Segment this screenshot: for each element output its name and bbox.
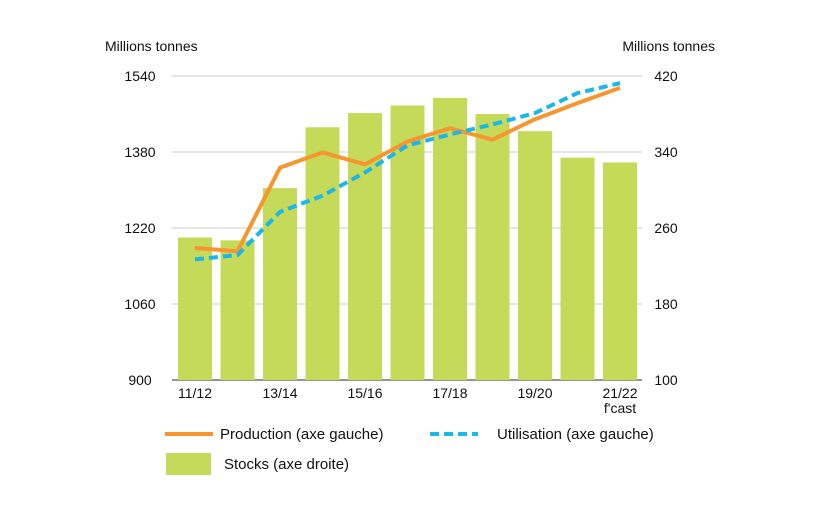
right-tick-label: 340 bbox=[654, 144, 678, 160]
right-tick-label: 180 bbox=[654, 296, 678, 312]
legend-stocks-swatch bbox=[166, 453, 211, 475]
left-tick-label: 1060 bbox=[124, 296, 155, 312]
left-tick-label: 1380 bbox=[124, 144, 155, 160]
right-tick-label: 100 bbox=[654, 372, 678, 388]
legend-utilisation-label: Utilisation (axe gauche) bbox=[497, 426, 654, 443]
right-axis-label: Millions tonnes bbox=[622, 38, 715, 54]
left-tick-label: 1540 bbox=[124, 68, 155, 84]
x-tick-label: 17/18 bbox=[432, 385, 467, 401]
left-tick-label: 1220 bbox=[124, 220, 155, 236]
x-tick-label: 21/22 bbox=[602, 385, 637, 401]
stocks-bar bbox=[390, 105, 425, 380]
stocks-bars bbox=[178, 97, 637, 381]
stocks-bar bbox=[220, 240, 255, 380]
stocks-bar bbox=[305, 127, 340, 380]
x-tick-label: 11/12 bbox=[178, 385, 212, 401]
utilisation-line bbox=[194, 81, 621, 262]
axis-ticks: 900 1060 1220 1380 1540 100 180 260 340 420 11/12 1… bbox=[124, 68, 677, 416]
stocks-bar bbox=[603, 162, 637, 380]
stocks-bar bbox=[433, 97, 467, 380]
x-tick-label: 19/20 bbox=[517, 385, 552, 401]
legend-stocks-label: Stocks (axe droite) bbox=[224, 456, 349, 473]
legend: Production (axe gauche) Utilisation (axe … bbox=[165, 426, 654, 475]
stocks-bar bbox=[178, 237, 212, 380]
stocks-bar bbox=[348, 113, 382, 381]
production-line bbox=[194, 85, 621, 254]
stocks-bar bbox=[560, 157, 595, 380]
series-lines bbox=[194, 81, 621, 262]
x-tick-sublabel: f'cast bbox=[604, 400, 636, 416]
right-tick-label: 420 bbox=[654, 68, 678, 84]
left-axis-label: Millions tonnes bbox=[105, 38, 198, 54]
legend-production-label: Production (axe gauche) bbox=[220, 426, 383, 443]
right-tick-label: 260 bbox=[654, 220, 678, 236]
stocks-bar bbox=[475, 114, 510, 380]
stocks-bar bbox=[263, 188, 297, 380]
x-tick-label: 13/14 bbox=[262, 385, 297, 401]
stocks-bar bbox=[518, 131, 552, 380]
left-tick-label: 900 bbox=[128, 372, 152, 388]
x-tick-label: 15/16 bbox=[347, 385, 382, 401]
